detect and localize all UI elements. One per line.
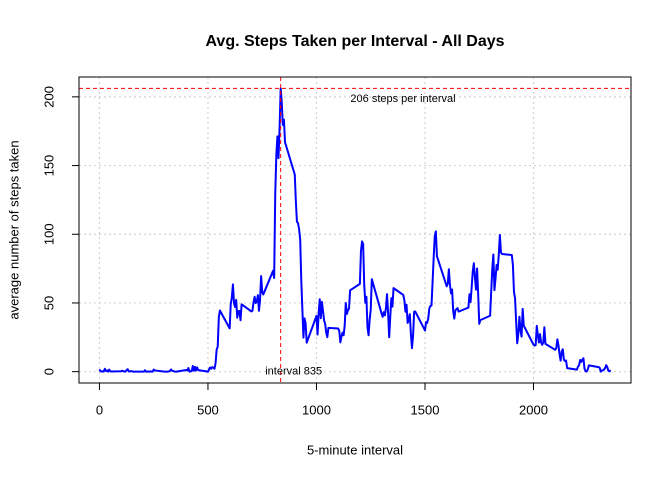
y-tick-label: 150 [41, 155, 56, 177]
y-tick-label: 100 [41, 223, 56, 245]
chart-title: Avg. Steps Taken per Interval - All Days [205, 33, 504, 50]
y-axis-label: average number of steps taken [6, 140, 21, 319]
data-line [98, 87, 612, 373]
x-tick-label: 1000 [302, 402, 331, 417]
y-tick-label: 0 [41, 368, 56, 375]
x-tick-label: 0 [96, 402, 103, 417]
x-tick-label: 500 [197, 402, 219, 417]
annotation: interval 835 [265, 366, 322, 378]
annotation: 206 steps per interval [350, 93, 455, 105]
y-tick-label: 50 [41, 296, 56, 310]
x-tick-label: 1500 [411, 402, 440, 417]
x-tick-label: 2000 [519, 402, 548, 417]
x-axis-label: 5-minute interval [307, 442, 403, 457]
y-tick-label: 200 [41, 86, 56, 108]
plot-frame [78, 76, 632, 384]
